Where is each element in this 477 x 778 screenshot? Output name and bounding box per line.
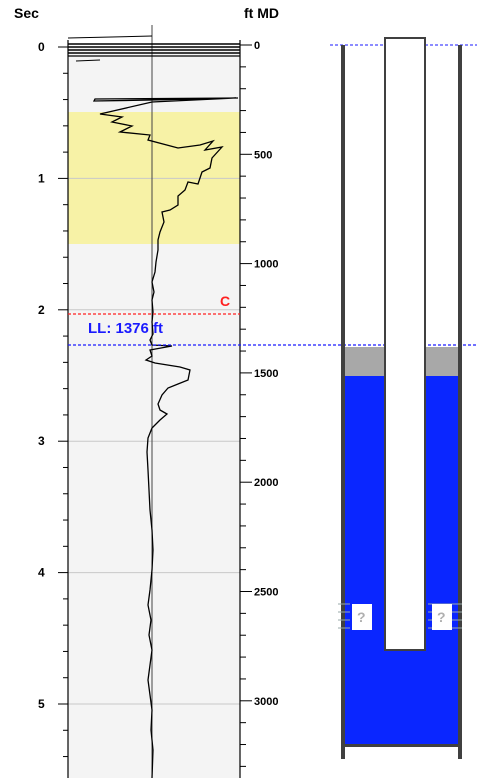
right-tick-label: 2500 [254,587,278,599]
casing-bottom [341,744,462,747]
left-tick-label: 0 [38,40,45,54]
perforation-right: ? [428,603,462,630]
right-tick-label: 1000 [254,259,278,271]
unknown-box-right [432,604,452,630]
left-tick-label: 2 [38,303,45,317]
right-tick-label: 500 [254,149,272,161]
surface-echo-lines [67,35,240,62]
well-schematic: ? ? [338,37,462,759]
left-tick-label: 5 [38,697,45,711]
tubing [384,37,426,651]
unknown-box-left [352,604,372,630]
echo-trace-panel: C LL: 1376 ft 0 1 2 3 4 5 0 500 1000 1500 2000 250… [14,5,477,778]
casing-right-wall [458,45,462,759]
echo-trace-curve [92,97,239,778]
left-axis-ticks: 0 1 2 3 4 5 [38,40,68,758]
left-tick-label: 4 [38,566,45,580]
casing-left-wall [341,45,345,759]
left-axis-title: Sec [14,5,39,21]
liquid-level-label: LL: 1376 ft [88,320,163,337]
right-tick-label: 3000 [254,696,278,708]
unknown-mark-right: ? [437,609,446,625]
right-tick-label: 0 [254,40,260,52]
unknown-mark-left: ? [357,609,366,625]
left-tick-label: 1 [38,171,45,185]
right-tick-label: 2000 [254,477,278,489]
right-axis-title: ft MD [244,5,279,21]
right-axis-ticks: 0 500 1000 1500 2000 2500 3000 [240,40,278,767]
left-tick-label: 3 [38,434,45,448]
perforation-left: ? [338,603,372,630]
right-tick-label: 1500 [254,368,278,380]
c-marker-label: C [220,293,230,309]
